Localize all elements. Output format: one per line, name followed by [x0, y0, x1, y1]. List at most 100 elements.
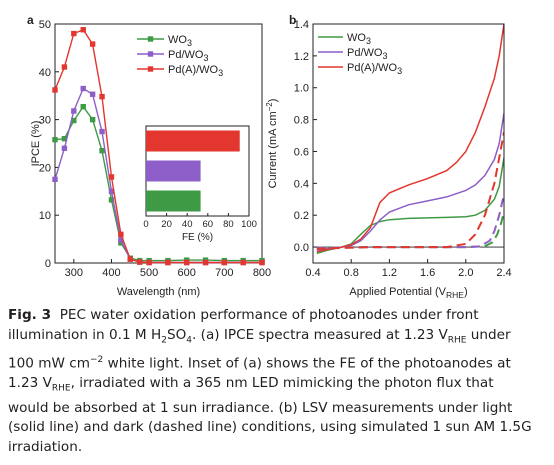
panel-a-point [146, 259, 152, 266]
inset-x-tick-label: 20 [161, 219, 172, 230]
panel-a-point [71, 117, 77, 124]
panel-a-point [80, 85, 86, 92]
panel-b-series-line-3 [316, 211, 504, 249]
panel-a-y-tick-label: 0 [45, 258, 51, 270]
panel-b-x-tick-label: 1.2 [382, 267, 397, 279]
inset-x-tick-label: 40 [182, 219, 193, 230]
panel-a-legend-label: WO3 [168, 34, 192, 48]
panel-b-legend-label: Pd(A)/WO3 [347, 62, 402, 76]
inset-x-axis-label: FE (%) [182, 232, 213, 243]
panel-a-x-tick-label: 400 [102, 267, 120, 279]
panel-a-point [61, 145, 68, 151]
panel-b-x-tick-label: 1.6 [420, 267, 435, 279]
panel-a-point [80, 27, 86, 33]
panel-a-x-axis-label: Wavelength (nm) [117, 286, 200, 298]
panel-a-y-tick-label: 50 [39, 19, 51, 31]
panel-a-y-tick-label: 40 [39, 67, 51, 79]
panel-a-point [118, 237, 124, 243]
caption-figure-label: Fig. 3 [8, 307, 52, 323]
panel-b-x-axis-label: Applied Potential (VRHE) [349, 286, 467, 300]
caption-line: irradiation. [8, 438, 83, 455]
panel-b-y-axis-label: Current (mA cm−2) [265, 99, 279, 189]
panel-a-legend-marker [147, 51, 154, 57]
panel-a-x-tick-label: 600 [178, 267, 196, 279]
inset-x-tick-label: 0 [143, 219, 148, 230]
panel-a-point [184, 259, 190, 266]
panel-b-y-tick-label: 0.4 [294, 178, 309, 190]
panel-a-point [259, 259, 265, 266]
panel-a-point [136, 259, 143, 265]
panel-a-y-tick-label: 30 [39, 115, 51, 127]
panel-b-legend-label: Pd/WO3 [347, 47, 387, 61]
panel-a-point [240, 259, 246, 266]
panel-a-point [89, 41, 96, 47]
panel-b-series-line-1 [316, 113, 504, 252]
panel-a-legend-label: Pd(A)/WO3 [168, 64, 223, 78]
inset-x-tick-label: 60 [203, 219, 214, 230]
caption-line: 1.23 VRHE, irradiated with a 365 nm LED … [8, 374, 494, 394]
panel-b-legend-label: WO3 [347, 32, 371, 46]
panel-a-y-axis-label: IPCE (%) [30, 121, 42, 167]
figure-caption: Fig. 3 PEC water oxidation performance o… [8, 306, 548, 457]
panel-b-series-line-0 [316, 157, 504, 255]
panel-a-legend-marker [147, 36, 154, 42]
caption-line: 100 mW cm−2 white light. Inset of (a) sh… [8, 354, 511, 372]
panel-b-y-tick-label: 0.2 [294, 210, 309, 222]
panel-b-x-tick-label: 0.8 [344, 267, 359, 279]
panel-b-x-tick-label: 2.0 [458, 267, 473, 279]
panel-b-y-tick-label: 0.6 [294, 146, 309, 158]
panel-a-legend-label: Pd/WO3 [168, 49, 208, 63]
inset-bar [146, 190, 201, 212]
inset-bar [146, 130, 240, 152]
panel-a-point [71, 30, 77, 37]
panel-a-point [99, 147, 105, 154]
panel-b-plot-area [316, 24, 504, 255]
inset-x-tick-label: 80 [223, 219, 234, 230]
panel-a-y-tick-label: 10 [39, 210, 51, 222]
panel-a-point [202, 259, 209, 266]
panel-a-point [89, 91, 96, 97]
panel-a-x-tick-label: 800 [253, 267, 271, 279]
panel-a-x-tick-label: 500 [140, 267, 158, 279]
panel-a-point [221, 259, 228, 266]
inset-bar [146, 160, 201, 182]
panel-a-point [61, 136, 68, 142]
panel-a-point [108, 174, 115, 180]
panel-a-point [89, 116, 96, 123]
panel-b-y-tick-label: 0.0 [294, 242, 309, 254]
panel-a-point [61, 64, 68, 70]
panel-a-point [52, 176, 58, 183]
panel-a-point [52, 87, 58, 93]
panel-b-y-tick-label: 1.4 [294, 19, 309, 31]
panel-a-y-tick-label: 20 [39, 162, 51, 174]
panel-a-point [99, 128, 105, 135]
caption-line: would be absorbed at 1 sun irradiance. (… [8, 399, 513, 416]
panel-a-point [108, 197, 115, 203]
panel-a-point [127, 256, 133, 262]
caption-line: Fig. 3 PEC water oxidation performance o… [8, 307, 479, 323]
panel-a-point [99, 93, 105, 100]
panel-b-frame [312, 23, 505, 264]
inset-x-tick-label: 100 [241, 219, 257, 230]
panel-a-point [71, 108, 77, 114]
panel-a-point [118, 231, 124, 238]
panel-b-series-line-2 [316, 24, 504, 253]
panel-b-label: b [289, 13, 296, 27]
panel-a-x-tick-label: 700 [215, 267, 233, 279]
panel-a-x-tick-label: 300 [65, 267, 83, 279]
panel-a-point [165, 259, 171, 266]
panel-a-point [52, 136, 58, 143]
panel-a-legend-marker [147, 66, 154, 72]
panel-b-y-tick-label: 1.0 [294, 83, 309, 95]
panel-b-x-tick-label: 0.4 [305, 267, 320, 279]
panel-a-point [118, 240, 124, 246]
panel-b-y-tick-label: 1.2 [294, 51, 309, 63]
caption-line: illumination in 0.1 M H2SO4. (a) IPCE sp… [8, 326, 511, 346]
caption-line: (solid line) and dark (dashed line) cond… [8, 419, 532, 436]
panel-a-point [108, 188, 115, 194]
panel-b-series-line-5 [316, 132, 504, 250]
panel-b-x-tick-label: 2.4 [496, 267, 511, 279]
panel-b-y-tick-label: 0.8 [294, 115, 309, 127]
panel-a-label: a [27, 13, 34, 27]
